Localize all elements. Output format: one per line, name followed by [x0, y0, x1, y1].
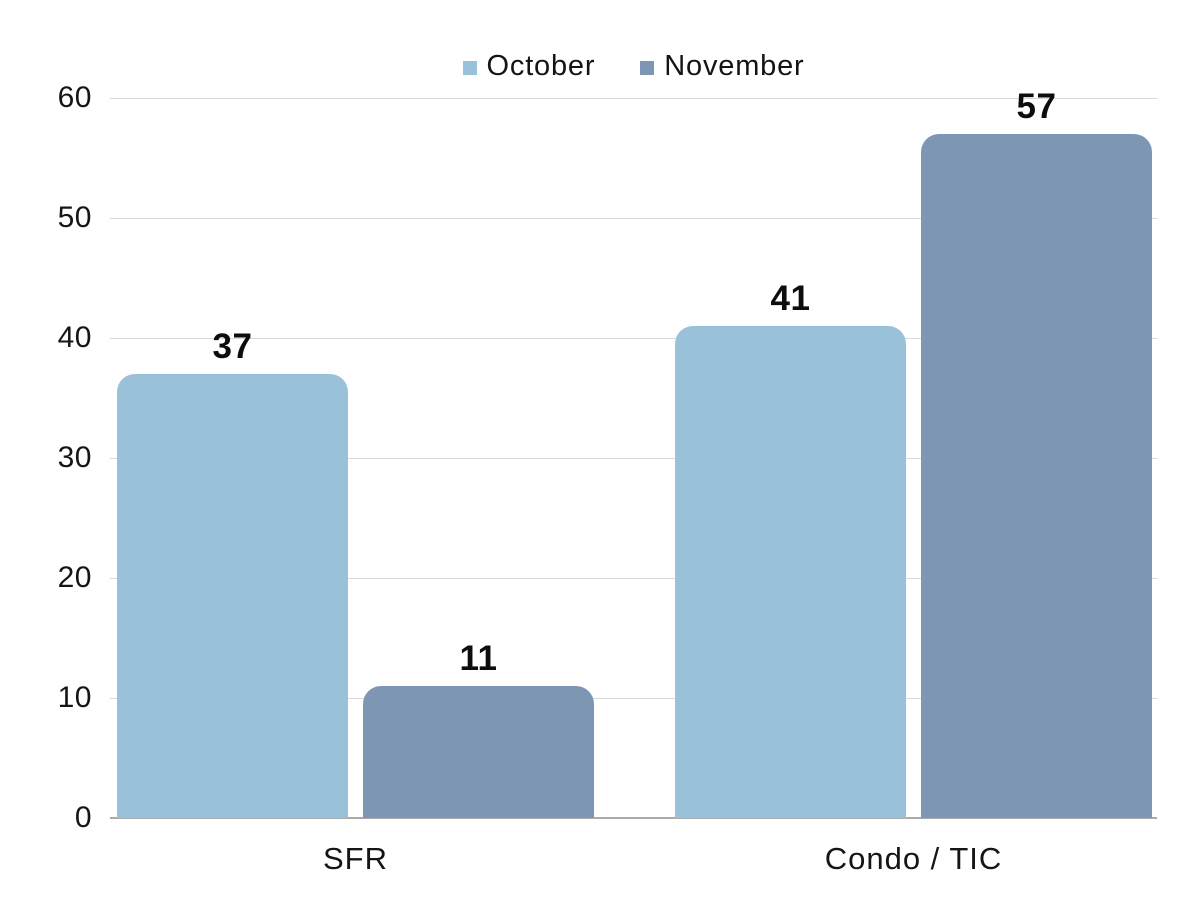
bar-october-0	[117, 374, 348, 818]
bar-value-label: 41	[770, 279, 811, 318]
bar-value-label: 11	[459, 639, 498, 678]
gridline	[110, 98, 1157, 99]
y-tick-label: 50	[57, 201, 92, 234]
y-tick-label: 30	[57, 441, 92, 474]
x-category-label: Condo / TIC	[824, 841, 1003, 876]
x-category-label: SFR	[323, 841, 388, 876]
bar-october-1	[675, 326, 906, 818]
y-tick-label: 20	[57, 561, 92, 594]
gridline	[110, 338, 1157, 339]
bar-value-label: 57	[1016, 87, 1057, 126]
y-tick-label: 0	[74, 801, 92, 834]
october-swatch-icon	[462, 60, 477, 75]
legend-label-october: October	[486, 50, 596, 82]
gridline	[110, 578, 1157, 579]
bar-november-1	[921, 134, 1152, 818]
y-tick-label: 60	[57, 81, 92, 114]
bar-november-0	[363, 686, 594, 818]
legend-item-october: October	[462, 50, 596, 83]
gridline	[110, 698, 1157, 699]
x-axis-line	[110, 817, 1157, 819]
legend-item-november: November	[640, 50, 804, 83]
november-swatch-icon	[640, 60, 655, 75]
legend-label-november: November	[664, 50, 805, 82]
y-tick-label: 40	[57, 321, 92, 354]
y-tick-label: 10	[57, 681, 92, 714]
gridline	[110, 218, 1157, 219]
gridline	[110, 458, 1157, 459]
legend: October November	[110, 50, 1157, 83]
bar-value-label: 37	[212, 327, 253, 366]
